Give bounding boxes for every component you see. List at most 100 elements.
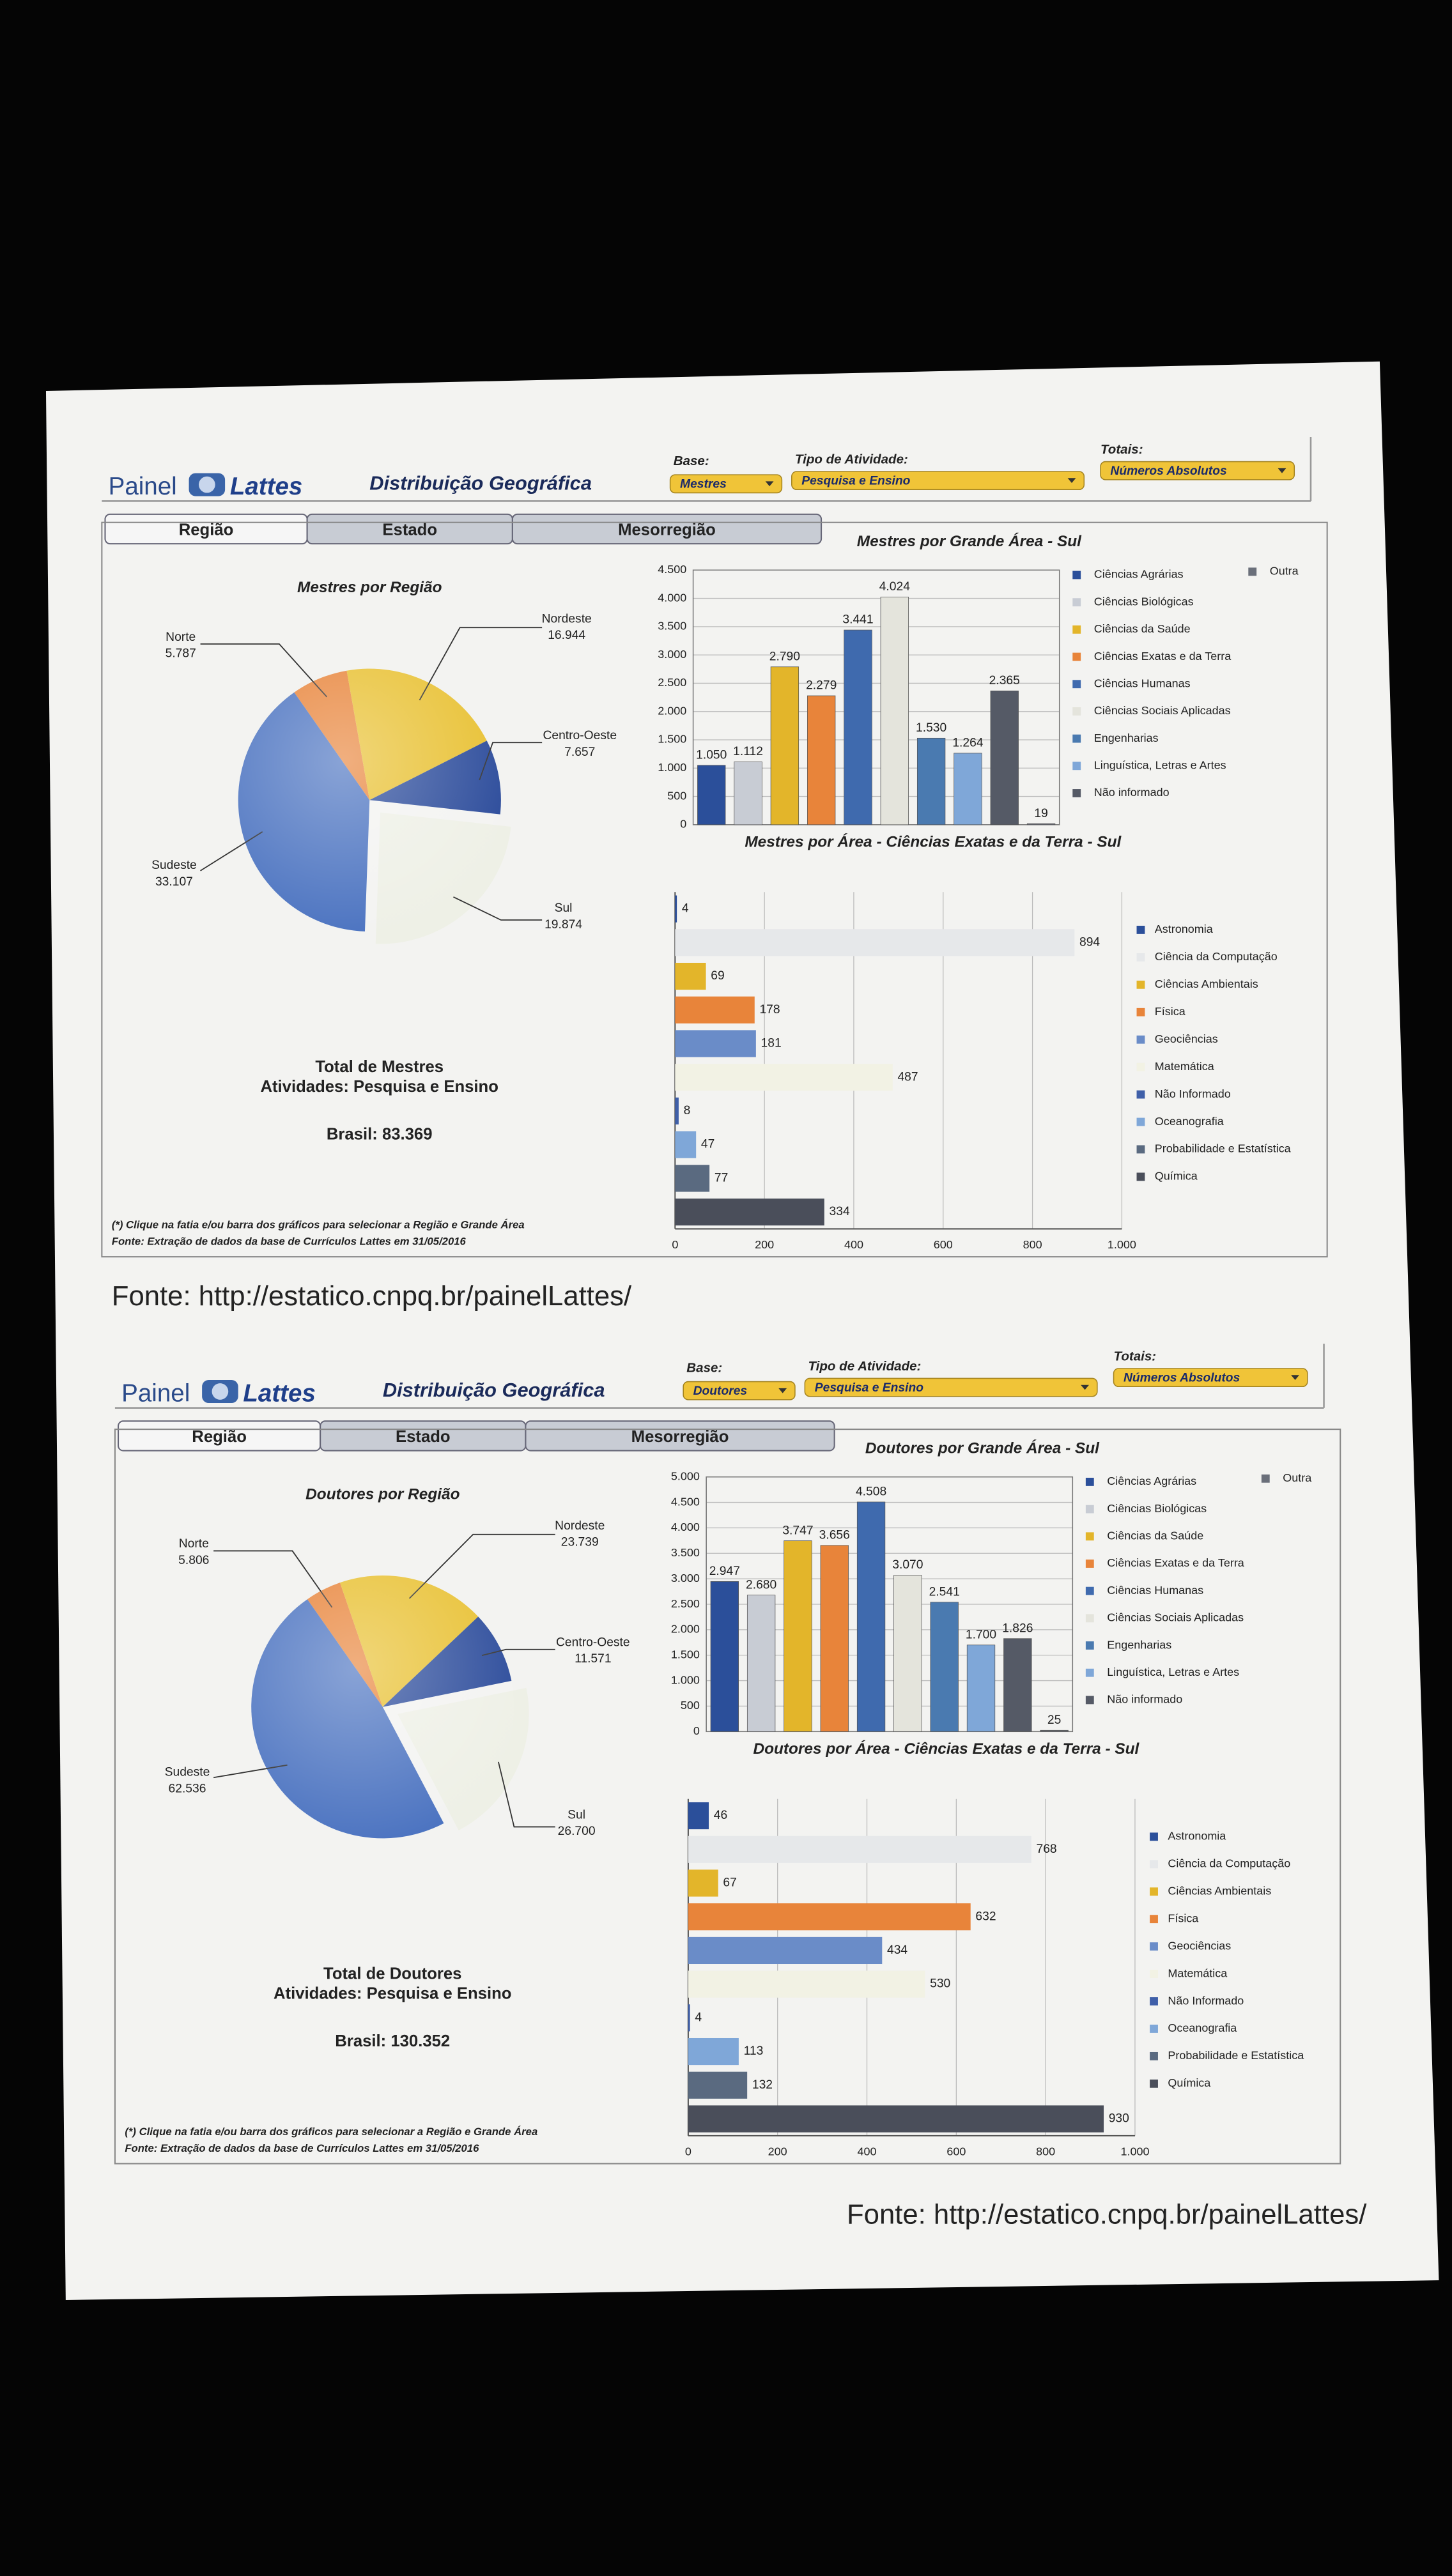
bar[interactable] [770,666,799,825]
bar-value-label: 2.541 [929,1585,960,1598]
logo-text: Lattes [243,1379,316,1407]
bar[interactable] [688,1802,709,1830]
bar-value-label: 3.656 [819,1529,850,1542]
legend-label: Ciências Agrárias [1094,568,1184,581]
dropdown[interactable] [1113,1368,1308,1388]
bar-value-label: 3.747 [782,1524,813,1537]
bar[interactable] [675,1030,756,1057]
bar[interactable] [688,1970,925,1998]
bar-value-label: 1.264 [952,737,983,750]
summary-text: Total de Mestres [315,1058,444,1076]
bar[interactable] [1040,1729,1069,1732]
bar-value-label: 487 [897,1070,918,1084]
legend-swatch [1150,2025,1158,2033]
bar[interactable] [1026,823,1056,825]
legend-label: Não informado [1107,1693,1182,1706]
summary-text: Atividades: Pesquisa e Ensino [274,1984,512,2002]
bar[interactable] [688,1869,718,1897]
bar[interactable] [675,1131,697,1158]
bar[interactable] [880,597,909,825]
bar-value-label: 67 [723,1876,736,1890]
plot-frame [706,1476,1074,1733]
legend-swatch [1150,1997,1158,2005]
x-tick-label: 1.000 [1120,2145,1149,2158]
legend-swatch [1072,734,1081,743]
y-tick-label: 2.500 [658,676,686,689]
bar[interactable] [688,1903,971,1931]
bar[interactable] [675,962,706,990]
bar[interactable] [954,753,982,825]
bar-value-label: 1.530 [916,721,946,735]
legend-swatch [1150,1860,1158,1869]
footnote: (*) Clique na fatia e/ou barra dos gráfi… [112,1219,525,1231]
slice-label: Sul [568,1809,585,1822]
legend-label: Ciências Ambientais [1168,1884,1271,1897]
bar[interactable] [688,2037,739,2066]
bar[interactable] [688,1936,883,1965]
bar[interactable] [784,1540,812,1732]
dropdown[interactable] [1100,461,1295,480]
bar[interactable] [930,1602,959,1732]
x-tick-label: 400 [858,2145,877,2158]
bar[interactable] [990,690,1019,825]
bar[interactable] [675,895,677,923]
bar[interactable] [820,1545,849,1732]
bar-value-label: 25 [1047,1713,1061,1727]
bar[interactable] [916,737,946,825]
x-tick-label: 800 [1036,2145,1055,2158]
legend-swatch [1136,1035,1145,1044]
tab-label: Mesorregião [631,1428,729,1446]
bar[interactable] [697,765,726,825]
legend-label: Ciências Sociais Aplicadas [1094,704,1231,717]
bar[interactable] [746,1595,776,1732]
bar[interactable] [688,2004,690,2032]
bar[interactable] [807,695,836,825]
tab[interactable] [525,1420,835,1452]
bar-value-label: 4.508 [856,1485,886,1499]
legend-swatch [1072,680,1081,689]
y-tick-label: 2.000 [658,704,686,717]
bar[interactable] [966,1644,996,1732]
bar[interactable] [844,629,872,825]
slice-label: Norte [179,1537,209,1551]
bar-value-label: 46 [714,1809,727,1822]
tab-label: Estado [396,1428,451,1446]
bar[interactable] [688,1836,1031,1863]
y-tick-label: 3.500 [658,620,686,632]
bar[interactable] [1003,1638,1032,1732]
dropdown-arrow [1278,468,1286,473]
bar[interactable] [675,1097,679,1125]
bar[interactable] [710,1581,739,1732]
bar[interactable] [675,1165,710,1192]
bar-value-label: 4 [695,2011,702,2024]
slice-value: 26.700 [558,1825,596,1838]
tab[interactable] [511,513,823,545]
bar-value-label: 4.024 [879,580,910,594]
slice-label: Sudeste [165,1766,210,1779]
slice-value: 23.739 [561,1536,599,1549]
legend-label: Matemática [1155,1060,1214,1073]
dropdown[interactable] [683,1381,796,1400]
bar[interactable] [675,1198,824,1226]
dropdown[interactable] [791,471,1085,491]
bar[interactable] [675,929,1075,956]
legend-label: Ciências da Saúde [1094,622,1191,635]
bar[interactable] [688,2105,1104,2133]
y-tick-label: 0 [693,1724,700,1737]
bar[interactable] [893,1575,922,1732]
legend-label: Engenharias [1107,1638,1171,1651]
bar[interactable] [675,1064,893,1091]
bar[interactable] [688,2071,748,2099]
bar[interactable] [856,1501,886,1732]
bar[interactable] [734,761,762,825]
dropdown[interactable] [804,1377,1098,1397]
legend-swatch [1150,1832,1158,1841]
bar[interactable] [675,996,755,1023]
legend-label: Química [1155,1170,1198,1183]
chart-title: Doutores por Área - Ciências Exatas e da… [753,1740,1139,1758]
legend-swatch [1085,1532,1094,1541]
legend-label: Oceanografia [1168,2021,1237,2034]
legend-swatch [1072,625,1081,634]
dropdown[interactable] [669,474,783,494]
